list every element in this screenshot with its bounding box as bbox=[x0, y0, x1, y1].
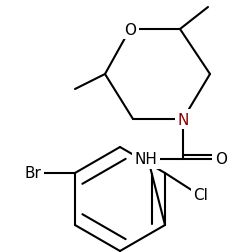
Text: NH: NH bbox=[135, 152, 158, 167]
Text: Cl: Cl bbox=[194, 188, 208, 203]
Text: O: O bbox=[215, 152, 227, 167]
Text: Br: Br bbox=[24, 166, 41, 181]
Text: O: O bbox=[124, 22, 136, 37]
Text: N: N bbox=[177, 112, 189, 127]
